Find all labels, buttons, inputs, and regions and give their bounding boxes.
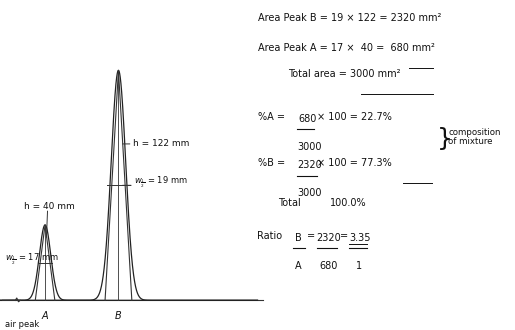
Text: 680: 680 <box>299 114 317 124</box>
Text: %B =: %B = <box>258 158 288 168</box>
Text: B: B <box>295 233 301 243</box>
Text: h = 122 mm: h = 122 mm <box>133 139 189 148</box>
Text: 2320: 2320 <box>317 233 341 243</box>
Text: Area Peak B = 19 × 122 = 2320 mm²: Area Peak B = 19 × 122 = 2320 mm² <box>258 13 441 23</box>
Text: h = 40 mm: h = 40 mm <box>24 202 75 211</box>
Text: 1: 1 <box>356 261 362 271</box>
Text: × 100 = 77.3%: × 100 = 77.3% <box>317 158 391 168</box>
Text: A: A <box>42 312 48 321</box>
Text: 3.35: 3.35 <box>349 233 371 243</box>
Text: A: A <box>295 261 301 271</box>
Text: composition: composition <box>448 128 501 137</box>
Text: $w_{\frac{1}{2}}$ = 19 mm: $w_{\frac{1}{2}}$ = 19 mm <box>134 175 187 190</box>
Text: 2320: 2320 <box>297 160 322 170</box>
Text: × 100 = 22.7%: × 100 = 22.7% <box>317 112 391 122</box>
Text: 680: 680 <box>319 261 338 271</box>
Text: $w_{\frac{1}{2}}$ = 17 mm: $w_{\frac{1}{2}}$ = 17 mm <box>5 252 59 268</box>
Text: Total: Total <box>278 198 301 208</box>
Text: of mixture: of mixture <box>448 137 492 146</box>
Text: B: B <box>115 312 122 321</box>
Text: air peak: air peak <box>5 320 40 329</box>
Text: Ratio: Ratio <box>258 231 283 241</box>
Text: }: } <box>437 127 453 150</box>
Text: 100.0%: 100.0% <box>330 198 366 208</box>
Text: %A =: %A = <box>258 112 287 122</box>
Text: Area Peak A = 17 ×  40 =  680 mm²: Area Peak A = 17 × 40 = 680 mm² <box>258 43 434 53</box>
Text: =: = <box>340 231 348 241</box>
Text: =: = <box>307 231 316 241</box>
Text: 3000: 3000 <box>297 188 322 198</box>
Text: Total area = 3000 mm²: Total area = 3000 mm² <box>288 69 401 79</box>
Text: 3000: 3000 <box>297 142 322 152</box>
